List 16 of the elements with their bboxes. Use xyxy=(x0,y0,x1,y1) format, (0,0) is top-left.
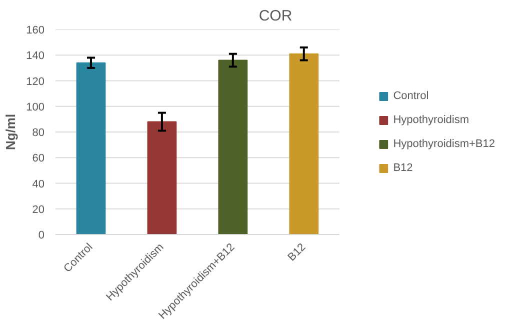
y-tick-label: 80 xyxy=(32,127,45,139)
y-tick-label: 40 xyxy=(32,178,45,190)
y-tick-label: 120 xyxy=(26,76,45,88)
legend-label: Hypothyroidism xyxy=(393,114,469,126)
legend-label: Hypothyroidism+B12 xyxy=(393,138,495,150)
legend-label: Control xyxy=(393,90,429,102)
y-axis-title: Ng/ml xyxy=(3,114,18,150)
y-tick-label: 0 xyxy=(38,230,45,242)
y-tick-label: 20 xyxy=(32,204,45,216)
y-tick-label: 100 xyxy=(26,101,45,114)
x-tick-label: B12 xyxy=(286,241,308,264)
y-tick-label: 160 xyxy=(26,24,45,36)
y-tick-label: 140 xyxy=(26,50,45,62)
chart-title: COR xyxy=(258,8,292,24)
legend-label: B12 xyxy=(393,162,414,174)
y-tick-label: 60 xyxy=(32,152,45,165)
